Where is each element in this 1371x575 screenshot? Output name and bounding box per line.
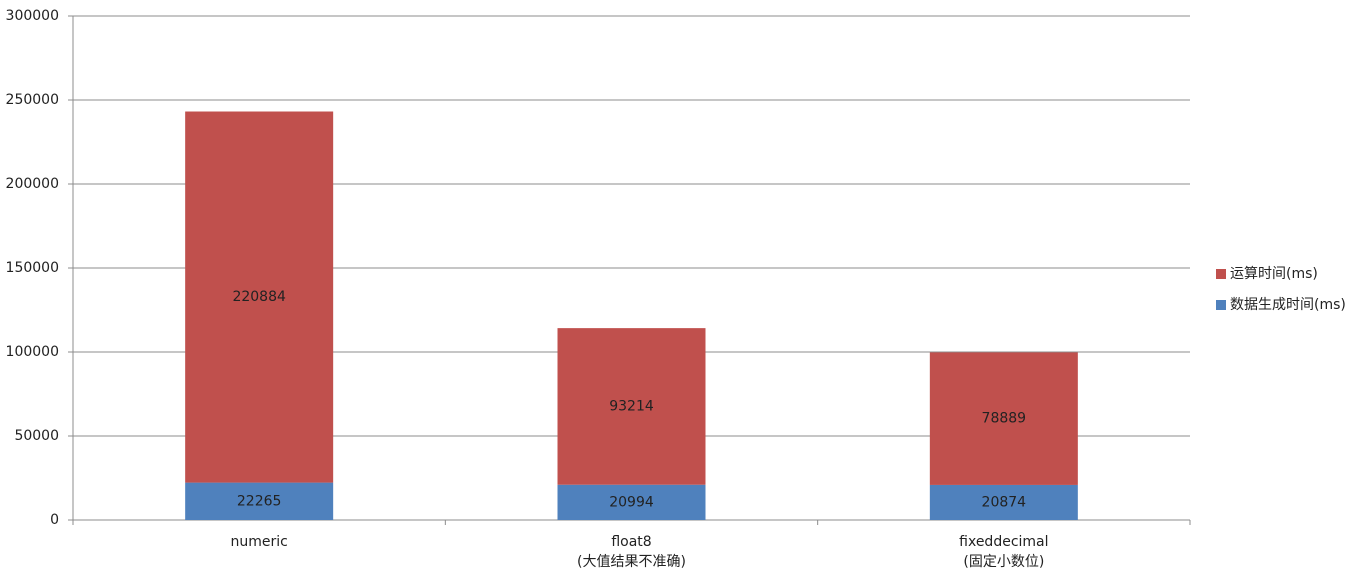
y-tick-label: 50000 [14,428,59,444]
x-tick-label-line: numeric [230,534,287,550]
legend-label: 运算时间(ms) [1230,266,1318,282]
data-label: 220884 [232,289,286,305]
bar-segment [557,328,706,485]
legend-swatch [1216,300,1226,310]
bar-segment [929,352,1078,485]
y-tick-label: 200000 [6,176,59,192]
x-tick-label-line: (大值结果不准确) [577,554,686,570]
y-tick-label: 0 [50,512,59,528]
y-tick-label: 300000 [6,8,59,24]
data-label: 20994 [609,494,654,510]
x-tick-label: fixeddecimal (固定小数位) [959,534,1048,570]
bar-segment [185,111,334,483]
x-tick-label: float8 (大值结果不准确) [577,534,686,570]
data-label: 78889 [982,411,1027,427]
legend-swatch [1216,269,1226,279]
bar-segment [557,484,706,520]
legend-label: 数据生成时间(ms) [1230,297,1346,313]
bar-segment [185,482,334,520]
data-label: 93214 [609,398,654,414]
x-tick-label-line: (固定小数位) [963,554,1044,570]
x-tick-label: numeric [230,534,287,550]
data-label: 22265 [237,493,282,509]
bar-segment [929,484,1078,520]
data-label: 20874 [982,494,1027,510]
x-tick-label-line: float8 [611,534,651,550]
y-tick-label: 150000 [6,260,59,276]
x-tick-label-line: fixeddecimal [959,534,1048,550]
y-tick-label: 250000 [6,92,59,108]
y-tick-label: 100000 [6,344,59,360]
